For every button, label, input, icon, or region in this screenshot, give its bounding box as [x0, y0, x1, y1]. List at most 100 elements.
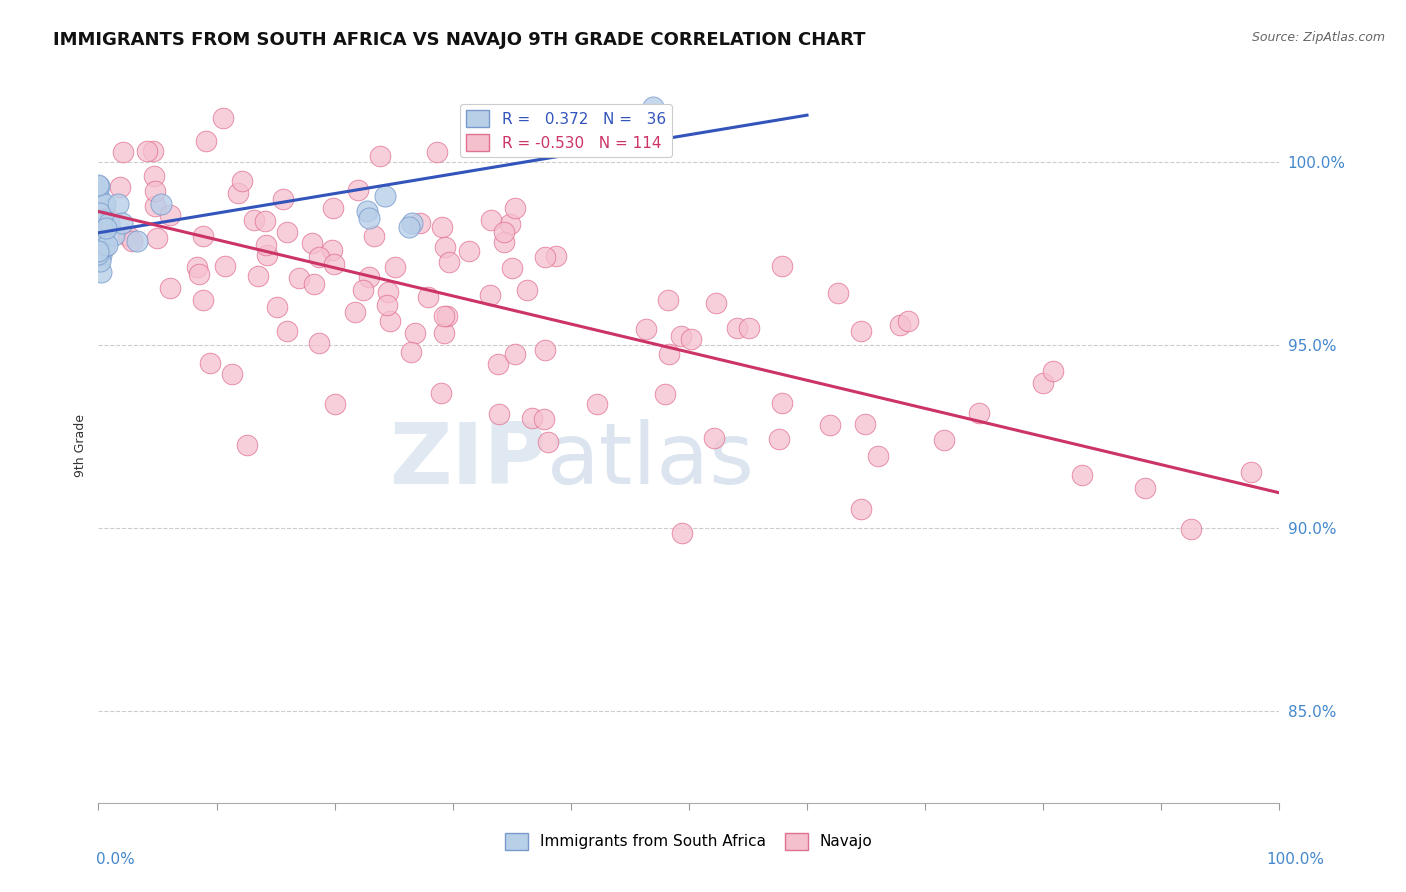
- Point: [194, 134, 217, 148]
- Point: [457, 244, 479, 258]
- Point: [301, 235, 323, 250]
- Point: [107, 197, 129, 211]
- Point: [426, 145, 449, 160]
- Y-axis label: 9th Grade: 9th Grade: [75, 415, 87, 477]
- Point: [1071, 467, 1094, 482]
- Point: [357, 269, 380, 284]
- Point: [323, 397, 346, 411]
- Point: [344, 305, 367, 319]
- Point: [1240, 465, 1263, 479]
- Point: [87, 247, 110, 261]
- Point: [231, 173, 253, 187]
- Point: [849, 324, 872, 338]
- Point: [352, 283, 374, 297]
- Point: [87, 243, 110, 257]
- Point: [111, 216, 134, 230]
- Text: 100.0%: 100.0%: [1267, 852, 1324, 867]
- Point: [681, 332, 703, 346]
- Point: [551, 120, 574, 134]
- Point: [436, 309, 458, 323]
- Text: atlas: atlas: [547, 418, 755, 502]
- Point: [418, 290, 440, 304]
- Point: [1031, 376, 1053, 390]
- Point: [214, 259, 236, 273]
- Point: [770, 396, 793, 410]
- Point: [522, 410, 544, 425]
- Point: [221, 368, 243, 382]
- Point: [516, 283, 538, 297]
- Point: [398, 220, 420, 235]
- Point: [737, 320, 759, 334]
- Point: [404, 326, 426, 340]
- Point: [889, 318, 911, 332]
- Point: [198, 356, 221, 370]
- Point: [357, 211, 380, 225]
- Point: [93, 219, 115, 234]
- Point: [121, 234, 143, 248]
- Point: [191, 293, 214, 308]
- Point: [494, 225, 516, 239]
- Point: [849, 502, 872, 516]
- Point: [112, 145, 135, 160]
- Point: [93, 239, 115, 253]
- Point: [108, 179, 131, 194]
- Point: [546, 249, 568, 263]
- Point: [377, 285, 399, 299]
- Point: [669, 329, 692, 343]
- Point: [654, 386, 676, 401]
- Point: [486, 357, 509, 371]
- Point: [246, 269, 269, 284]
- Point: [432, 219, 454, 234]
- Point: [276, 225, 298, 239]
- Point: [399, 345, 422, 359]
- Point: [533, 343, 555, 357]
- Point: [188, 267, 211, 281]
- Text: 0.0%: 0.0%: [96, 852, 135, 867]
- Point: [254, 214, 277, 228]
- Point: [94, 223, 117, 237]
- Point: [93, 227, 115, 242]
- Point: [363, 228, 385, 243]
- Point: [91, 214, 114, 228]
- Point: [501, 261, 523, 276]
- Point: [256, 248, 278, 262]
- Point: [97, 216, 120, 230]
- Point: [967, 406, 990, 420]
- Point: [401, 216, 423, 230]
- Point: [533, 412, 555, 426]
- Point: [932, 433, 955, 447]
- Point: [87, 237, 110, 252]
- Point: [211, 112, 233, 126]
- Point: [146, 231, 169, 245]
- Point: [90, 247, 112, 261]
- Point: [855, 417, 877, 431]
- Point: [1133, 481, 1156, 495]
- Point: [97, 211, 120, 226]
- Point: [235, 438, 257, 452]
- Point: [89, 253, 111, 268]
- Point: [322, 201, 344, 215]
- Point: [384, 260, 406, 274]
- Point: [321, 243, 343, 257]
- Text: ZIP: ZIP: [389, 418, 547, 502]
- Point: [658, 347, 681, 361]
- Point: [534, 251, 557, 265]
- Point: [378, 314, 401, 328]
- Point: [159, 208, 181, 222]
- Point: [243, 212, 266, 227]
- Point: [503, 347, 526, 361]
- Point: [87, 187, 110, 202]
- Point: [302, 277, 325, 291]
- Point: [503, 202, 526, 216]
- Point: [143, 169, 166, 184]
- Point: [768, 433, 790, 447]
- Point: [96, 238, 118, 252]
- Point: [368, 149, 391, 163]
- Point: [671, 525, 693, 540]
- Point: [276, 324, 298, 338]
- Point: [588, 120, 610, 134]
- Point: [90, 212, 112, 227]
- Point: [537, 435, 560, 450]
- Point: [488, 407, 510, 421]
- Point: [430, 386, 453, 401]
